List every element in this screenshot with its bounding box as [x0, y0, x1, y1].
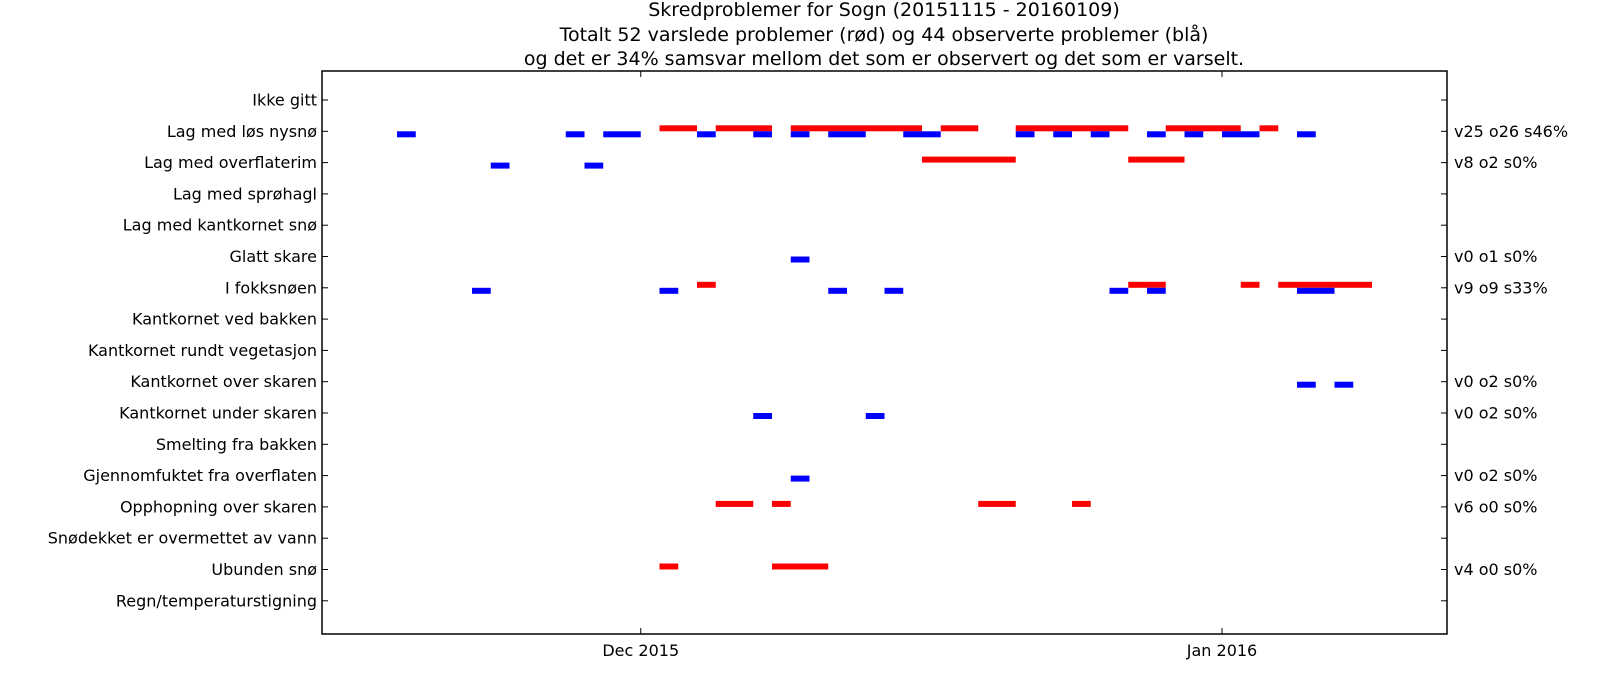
forecast-bar-lag-med-l-s-nysn: [940, 125, 979, 132]
forecast-bar-opphopning-over-skaren: [715, 500, 754, 507]
category-label-kantkornet-over-skaren: Kantkornet over skaren: [130, 372, 317, 391]
category-label-lag-med-kantkornet-sn: Lag med kantkornet snø: [123, 216, 317, 235]
observed-bar-glatt-skare: [790, 256, 810, 263]
category-label-sn-dekket-er-overmettet-av-vann: Snødekket er overmettet av vann: [48, 529, 317, 548]
category-labels: Ikke gitt Lag med løs nysnø Lag med overfl…: [48, 91, 317, 611]
category-label-kantkornet-ved-bakken: Kantkornet ved bakken: [132, 310, 317, 329]
category-label-ubunden-sn: Ubunden snø: [211, 560, 317, 579]
segments: [397, 125, 1372, 570]
x-tick-label: Jan 2016: [1186, 641, 1257, 660]
observed-bar-kantkornet-under-skaren: [865, 413, 885, 419]
observed-bar-lag-med-l-s-nysn: [1147, 131, 1166, 138]
forecast-bar-lag-med-l-s-nysn: [715, 125, 772, 132]
forecast-bar-opphopning-over-skaren: [978, 500, 1016, 507]
category-stat-lag-med-l-s-nysn: v25 o26 s46%: [1454, 122, 1568, 141]
category-label-opphopning-over-skaren: Opphopning over skaren: [120, 497, 317, 516]
category-stats: v25 o26 s46% v8 o2 s0% v0 o1 s0% v9 o9 s33%…: [1454, 122, 1568, 579]
chart-title-line-2: Totalt 52 varslede problemer (rød) og 44…: [559, 23, 1209, 46]
forecast-bar-opphopning-over-skaren: [772, 500, 791, 507]
observed-bar-kantkornet-over-skaren: [1297, 381, 1316, 388]
category-stat-kantkornet-under-skaren: v0 o2 s0%: [1454, 404, 1538, 423]
observed-bar-i-fokksn-en: [828, 287, 847, 294]
chart-title-line-1: Skredproblemer for Sogn (20151115 - 2016…: [648, 0, 1120, 21]
category-stat-i-fokksn-en: v9 o9 s33%: [1454, 278, 1548, 297]
observed-bar-lag-med-l-s-nysn: [397, 131, 416, 138]
axis-ticks: Dec 2015 Jan 2016: [322, 71, 1447, 660]
observed-bar-lag-med-l-s-nysn: [790, 131, 810, 138]
forecast-bar-i-fokksn-en: [1278, 281, 1372, 288]
observed-bar-kantkornet-over-skaren: [1334, 381, 1354, 388]
observed-bar-lag-med-l-s-nysn: [1222, 131, 1260, 138]
observed-bar-lag-med-l-s-nysn: [697, 131, 716, 138]
forecast-bar-lag-med-l-s-nysn: [659, 125, 697, 132]
observed-bar-lag-med-l-s-nysn: [565, 131, 585, 138]
category-stat-kantkornet-over-skaren: v0 o2 s0%: [1454, 372, 1538, 391]
category-stat-opphopning-over-skaren: v6 o0 s0%: [1454, 497, 1538, 516]
observed-bar-lag-med-overflaterim: [584, 162, 604, 169]
category-label-smelting-fra-bakken: Smelting fra bakken: [156, 435, 317, 454]
category-stat-lag-med-overflaterim: v8 o2 s0%: [1454, 153, 1538, 172]
category-stat-ubunden-sn: v4 o0 s0%: [1454, 560, 1538, 579]
forecast-bar-opphopning-over-skaren: [1072, 500, 1091, 507]
observed-bar-i-fokksn-en: [659, 287, 679, 294]
forecast-bar-i-fokksn-en: [697, 281, 716, 288]
forecast-bar-lag-med-overflaterim: [1128, 156, 1185, 163]
category-stat-gjennomfuktet-fra-overflaten: v0 o2 s0%: [1454, 466, 1538, 485]
observed-bar-i-fokksn-en: [1109, 287, 1129, 294]
chart-title-line-3: og det er 34% samsvar mellom det som er …: [524, 48, 1244, 70]
observed-bar-lag-med-l-s-nysn: [1297, 131, 1316, 138]
observed-bar-i-fokksn-en: [472, 287, 491, 294]
observed-bar-i-fokksn-en: [884, 287, 904, 294]
observed-bar-kantkornet-under-skaren: [753, 413, 772, 419]
category-label-regn-temperaturstigning: Regn/temperaturstigning: [116, 591, 317, 610]
forecast-bar-i-fokksn-en: [1128, 281, 1166, 288]
observed-bar-lag-med-l-s-nysn: [753, 131, 772, 138]
category-label-ikke-gitt: Ikke gitt: [252, 91, 317, 110]
category-label-lag-med-l-s-nysn: Lag med løs nysnø: [167, 122, 317, 141]
observed-bar-i-fokksn-en: [1297, 287, 1335, 294]
observed-bar-lag-med-overflaterim: [490, 162, 510, 169]
x-tick-label: Dec 2015: [602, 641, 679, 660]
observed-bar-lag-med-l-s-nysn: [1184, 131, 1204, 138]
category-label-gjennomfuktet-fra-overflaten: Gjennomfuktet fra overflaten: [83, 466, 317, 485]
forecast-bar-lag-med-l-s-nysn: [790, 125, 922, 132]
observed-bar-lag-med-l-s-nysn: [1090, 131, 1110, 138]
observed-bar-lag-med-l-s-nysn: [1053, 131, 1072, 138]
observed-bar-gjennomfuktet-fra-overflaten: [790, 475, 810, 482]
forecast-bar-lag-med-overflaterim: [922, 156, 1016, 163]
category-label-glatt-skare: Glatt skare: [230, 247, 317, 266]
observed-bar-i-fokksn-en: [1147, 287, 1166, 294]
forecast-bar-lag-med-l-s-nysn: [1165, 125, 1241, 132]
observed-bar-lag-med-l-s-nysn: [903, 131, 941, 138]
category-label-kantkornet-under-skaren: Kantkornet under skaren: [119, 404, 317, 423]
forecast-bar-ubunden-sn: [772, 563, 829, 570]
observed-bar-lag-med-l-s-nysn: [828, 131, 866, 138]
category-stat-glatt-skare: v0 o1 s0%: [1454, 247, 1538, 266]
category-label-kantkornet-rundt-vegetasjon: Kantkornet rundt vegetasjon: [88, 341, 317, 360]
forecast-bar-lag-med-l-s-nysn: [1259, 125, 1279, 132]
observed-bar-lag-med-l-s-nysn: [1015, 131, 1035, 138]
forecast-bar-lag-med-l-s-nysn: [1015, 125, 1129, 132]
chart-title: Skredproblemer for Sogn (20151115 - 2016…: [524, 0, 1244, 70]
observed-bar-lag-med-l-s-nysn: [603, 131, 641, 138]
category-label-lag-med-spr-hagl: Lag med sprøhagl: [173, 184, 317, 203]
forecast-bar-ubunden-sn: [659, 563, 679, 570]
forecast-bar-i-fokksn-en: [1240, 281, 1260, 288]
category-label-i-fokksn-en: I fokksnøen: [225, 278, 317, 297]
category-label-lag-med-overflaterim: Lag med overflaterim: [144, 153, 317, 172]
plot-area-frame: [321, 70, 1448, 635]
